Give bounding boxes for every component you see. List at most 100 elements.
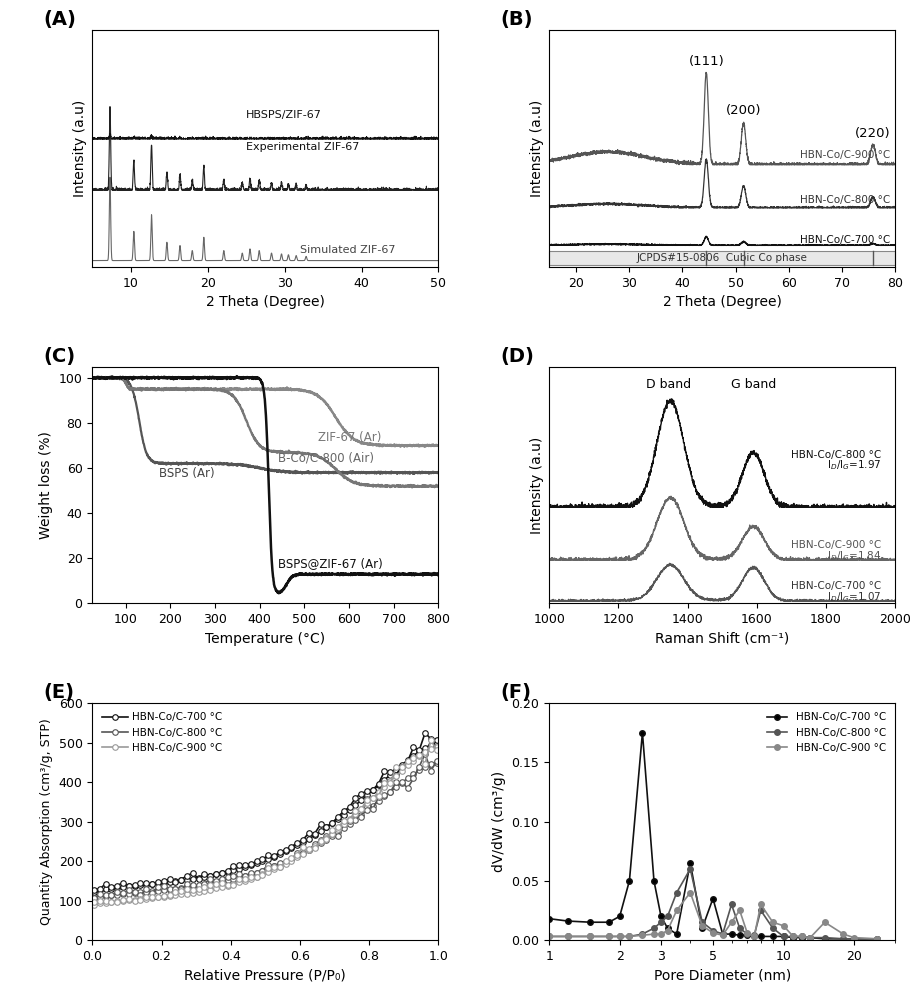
- HBN-Co/C-900 °C: [726, 916, 737, 928]
- HBN-Co/C-700 °C: [175, 874, 186, 886]
- HBN-Co/C-900 °C: [797, 930, 808, 942]
- HBN-Co/C-900 °C: [604, 930, 615, 942]
- HBN-Co/C-900 °C: [147, 892, 158, 904]
- HBN-Co/C-900 °C: [871, 933, 882, 945]
- HBN-Co/C-700 °C: [820, 933, 831, 945]
- HBN-Co/C-900 °C: [749, 930, 760, 942]
- Text: BSPS@ZIF-67 (Ar): BSPS@ZIF-67 (Ar): [278, 557, 382, 570]
- Text: G band: G band: [731, 378, 776, 391]
- Text: HBN-Co/C-700 °C: HBN-Co/C-700 °C: [791, 581, 881, 591]
- HBN-Co/C-900 °C: [89, 899, 100, 911]
- HBN-Co/C-700 °C: [205, 870, 216, 882]
- X-axis label: Raman Shift (cm⁻¹): Raman Shift (cm⁻¹): [655, 632, 789, 646]
- Y-axis label: Intensity (a.u): Intensity (a.u): [530, 100, 544, 197]
- HBN-Co/C-900 °C: [848, 932, 859, 944]
- Text: (C): (C): [44, 347, 76, 366]
- HBN-Co/C-700 °C: [187, 873, 198, 885]
- HBN-Co/C-700 °C: [805, 932, 816, 944]
- Text: HBN-Co/C-900 °C: HBN-Co/C-900 °C: [799, 150, 890, 160]
- Line: HBN-Co/C-900 °C: HBN-Co/C-900 °C: [91, 744, 439, 908]
- HBN-Co/C-700 °C: [649, 875, 660, 887]
- HBN-Co/C-800 °C: [848, 933, 859, 945]
- HBN-Co/C-900 °C: [655, 928, 666, 940]
- HBN-Co/C-800 °C: [614, 930, 625, 942]
- X-axis label: 2 Theta (Degree): 2 Theta (Degree): [663, 295, 782, 309]
- Text: (F): (F): [500, 683, 532, 702]
- HBN-Co/C-900 °C: [637, 929, 648, 941]
- HBN-Co/C-800 °C: [544, 930, 555, 942]
- HBN-Co/C-800 °C: [707, 925, 718, 937]
- HBN-Co/C-700 °C: [89, 886, 100, 898]
- HBN-Co/C-700 °C: [614, 910, 625, 922]
- Line: HBN-Co/C-800 °C: HBN-Co/C-800 °C: [91, 760, 439, 902]
- HBN-Co/C-800 °C: [585, 930, 596, 942]
- Text: HBN-Co/C-800 °C: HBN-Co/C-800 °C: [799, 195, 890, 205]
- HBN-Co/C-700 °C: [749, 930, 760, 942]
- HBN-Co/C-700 °C: [637, 727, 648, 739]
- HBN-Co/C-900 °C: [787, 930, 798, 942]
- HBN-Co/C-900 °C: [755, 898, 766, 910]
- Y-axis label: Intensity (a.u): Intensity (a.u): [530, 436, 544, 534]
- HBN-Co/C-900 °C: [767, 916, 778, 928]
- HBN-Co/C-700 °C: [662, 922, 673, 934]
- HBN-Co/C-900 °C: [205, 884, 216, 896]
- Text: I$_D$/I$_G$=1.97: I$_D$/I$_G$=1.97: [827, 459, 881, 472]
- Text: Experimental ZIF-67: Experimental ZIF-67: [246, 142, 359, 152]
- HBN-Co/C-700 °C: [562, 915, 573, 927]
- HBN-Co/C-800 °C: [697, 916, 708, 928]
- HBN-Co/C-700 °C: [734, 929, 745, 941]
- HBN-Co/C-900 °C: [707, 927, 718, 939]
- HBN-Co/C-900 °C: [187, 887, 198, 899]
- HBN-Co/C-800 °C: [624, 930, 635, 942]
- HBN-Co/C-700 °C: [767, 930, 778, 942]
- HBN-Co/C-700 °C: [624, 875, 635, 887]
- Y-axis label: Quantity Absorption (cm³/g, STP): Quantity Absorption (cm³/g, STP): [40, 718, 53, 925]
- HBN-Co/C-700 °C: [604, 916, 615, 928]
- HBN-Co/C-900 °C: [778, 920, 789, 932]
- HBN-Co/C-900 °C: [838, 928, 849, 940]
- HBN-Co/C-800 °C: [175, 882, 186, 894]
- HBN-Co/C-700 °C: [544, 913, 555, 925]
- Line: HBN-Co/C-700 °C: HBN-Co/C-700 °C: [546, 730, 880, 942]
- Text: HBN-Co/C-700 °C: HBN-Co/C-700 °C: [799, 235, 890, 245]
- HBN-Co/C-900 °C: [175, 888, 186, 900]
- Text: (200): (200): [725, 104, 761, 117]
- Text: JCPDS#15-0806  Cubic Co phase: JCPDS#15-0806 Cubic Co phase: [637, 253, 808, 263]
- Text: HBN-Co/C-800 °C: HBN-Co/C-800 °C: [791, 450, 881, 460]
- HBN-Co/C-800 °C: [767, 922, 778, 934]
- X-axis label: Pore Diameter (nm): Pore Diameter (nm): [653, 968, 791, 982]
- HBN-Co/C-900 °C: [820, 916, 831, 928]
- Text: (111): (111): [689, 55, 725, 68]
- Y-axis label: dV/dW (cm³/g): dV/dW (cm³/g): [492, 771, 506, 872]
- Bar: [549, 251, 895, 265]
- HBN-Co/C-800 °C: [797, 930, 808, 942]
- HBN-Co/C-800 °C: [871, 933, 882, 945]
- HBN-Co/C-800 °C: [562, 930, 573, 942]
- HBN-Co/C-800 °C: [726, 898, 737, 910]
- Text: (D): (D): [500, 347, 534, 366]
- HBN-Co/C-800 °C: [755, 904, 766, 916]
- HBN-Co/C-900 °C: [734, 904, 745, 916]
- HBN-Co/C-800 °C: [431, 757, 442, 769]
- HBN-Co/C-900 °C: [614, 930, 625, 942]
- HBN-Co/C-700 °C: [797, 932, 808, 944]
- Line: HBN-Co/C-900 °C: HBN-Co/C-900 °C: [546, 890, 880, 942]
- Text: I$_D$/I$_G$=1.84: I$_D$/I$_G$=1.84: [827, 549, 881, 563]
- Line: HBN-Co/C-700 °C: HBN-Co/C-700 °C: [91, 740, 439, 895]
- HBN-Co/C-700 °C: [726, 928, 737, 940]
- HBN-Co/C-700 °C: [742, 929, 753, 941]
- HBN-Co/C-800 °C: [838, 933, 849, 945]
- HBN-Co/C-700 °C: [655, 910, 666, 922]
- HBN-Co/C-800 °C: [671, 887, 682, 899]
- HBN-Co/C-800 °C: [734, 922, 745, 934]
- HBN-Co/C-900 °C: [671, 904, 682, 916]
- Text: BSPS (Ar): BSPS (Ar): [160, 467, 215, 480]
- Text: D band: D band: [646, 378, 691, 391]
- Text: I$_D$/I$_G$=1.07: I$_D$/I$_G$=1.07: [827, 590, 881, 604]
- HBN-Co/C-800 °C: [304, 844, 315, 856]
- HBN-Co/C-900 °C: [304, 844, 315, 856]
- HBN-Co/C-800 °C: [805, 932, 816, 944]
- HBN-Co/C-800 °C: [604, 930, 615, 942]
- HBN-Co/C-900 °C: [685, 887, 696, 899]
- HBN-Co/C-700 °C: [685, 857, 696, 869]
